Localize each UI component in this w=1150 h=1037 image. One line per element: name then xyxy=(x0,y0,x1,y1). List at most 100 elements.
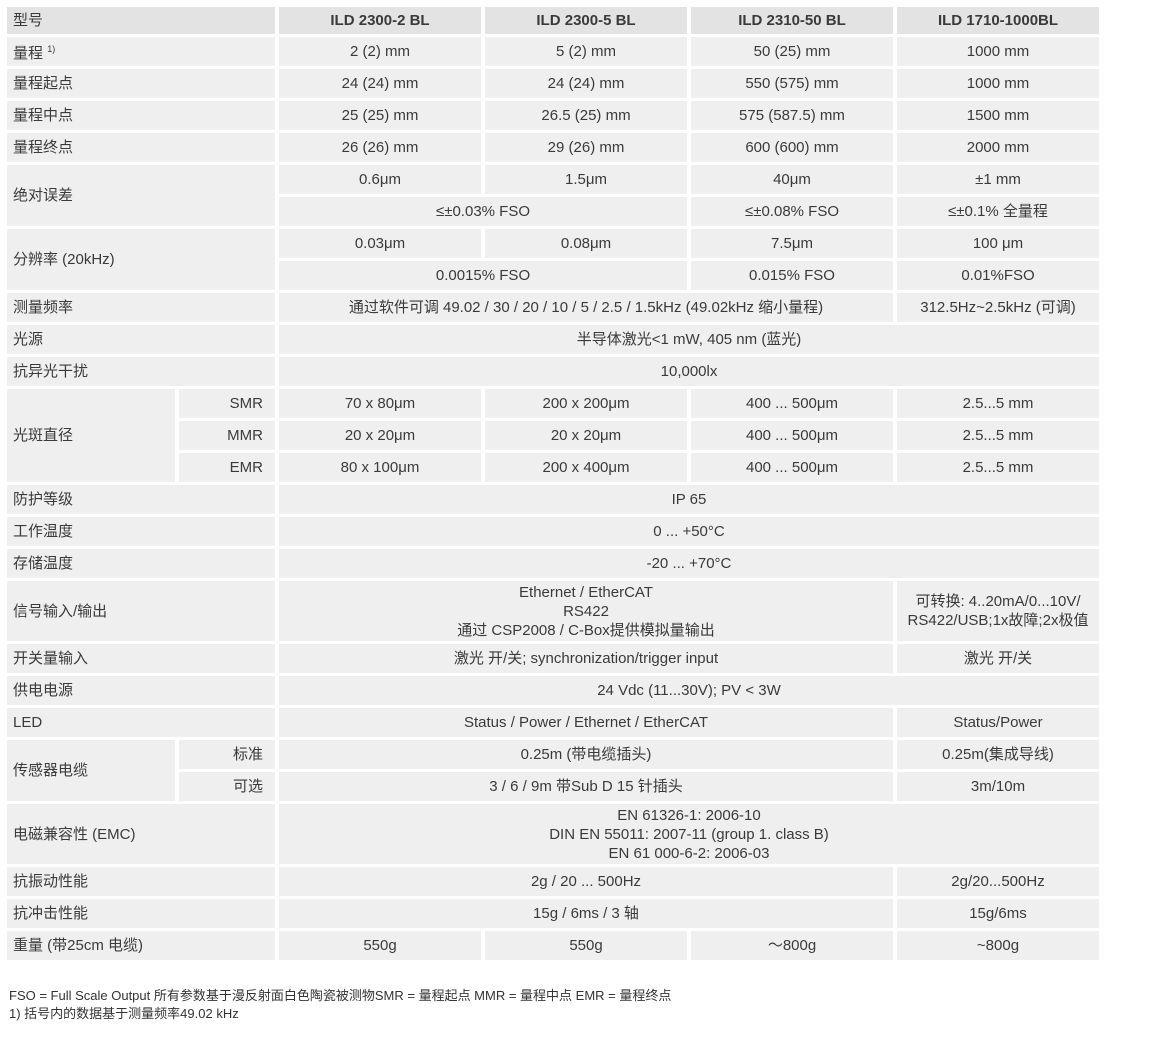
table-row: 测量频率 通过软件可调 49.02 / 30 / 20 / 10 / 5 / 2.… xyxy=(7,293,1099,322)
row-label-text: LED xyxy=(13,714,43,731)
table-cell: 0.01%FSO xyxy=(897,261,1099,290)
table-row: 供电电源 24 Vdc (11...30V); PV < 3W xyxy=(7,676,1099,705)
row-label-text: 量程中点 xyxy=(13,107,74,124)
table-cell: ≤±0.03% FSO xyxy=(279,197,687,226)
table-cell: Status / Power / Ethernet / EtherCAT xyxy=(279,708,893,737)
footnote-fso: FSO = Full Scale Output 所有参数基于漫反射面白色陶瓷被测… xyxy=(9,988,672,1003)
table-cell: ～800g xyxy=(691,931,893,960)
table-cell: 200 x 400μm xyxy=(485,453,687,482)
table-cell: 40μm xyxy=(691,165,893,194)
model-header: ILD 2310-50 BL xyxy=(691,7,893,34)
table-cell: IP 65 xyxy=(279,485,1099,514)
row-label: 光源 xyxy=(7,325,275,354)
table-row: MMR 20 x 20μm 20 x 20μm 400 ... 500μm 2.5...… xyxy=(7,421,1099,450)
row-label: 供电电源 xyxy=(7,676,275,705)
row-label: 测量频率 xyxy=(7,293,275,322)
table-cell: 550g xyxy=(279,931,481,960)
row-label: 分辨率 (20kHz) xyxy=(7,229,275,290)
table-cell: 2.5...5 mm xyxy=(897,421,1099,450)
row-label-text: 光斑直径 xyxy=(13,427,74,444)
table-cell: 3 / 6 / 9m 带Sub D 15 针插头 xyxy=(279,772,893,801)
table-cell: 400 ... 500μm xyxy=(691,421,893,450)
table-cell: 575 (587.5) mm xyxy=(691,101,893,130)
table-cell: 0.0015% FSO xyxy=(279,261,687,290)
table-cell: 0 ... +50°C xyxy=(279,517,1099,546)
row-label: 防护等级 xyxy=(7,485,275,514)
table-row: 抗冲击性能 15g / 6ms / 3 轴 15g/6ms xyxy=(7,899,1099,928)
table-cell: 25 (25) mm xyxy=(279,101,481,130)
row-label: 光斑直径 xyxy=(7,389,175,482)
table-cell: 半导体激光<1 mW, 405 nm (蓝光) xyxy=(279,325,1099,354)
table-cell: 0.015% FSO xyxy=(691,261,893,290)
table-cell: 3m/10m xyxy=(897,772,1099,801)
table-cell: 0.25m(集成导线) xyxy=(897,740,1099,769)
table-cell: 20 x 20μm xyxy=(485,421,687,450)
table-row: 分辨率 (20kHz) 0.03μm 0.08μm 7.5μm 100 μm xyxy=(7,229,1099,290)
row-label-text: 重量 (带25cm 电缆) xyxy=(13,937,144,954)
table-cell: 0.6μm xyxy=(279,165,481,194)
table-cell: 0.08μm xyxy=(485,229,687,258)
table-row: 可选 3 / 6 / 9m 带Sub D 15 针插头 3m/10m xyxy=(7,772,1099,801)
table-cell: 80 x 100μm xyxy=(279,453,481,482)
footnotes: FSO = Full Scale Output 所有参数基于漫反射面白色陶瓷被测… xyxy=(9,987,671,1023)
table-cell: 400 ... 500μm xyxy=(691,453,893,482)
row-label: LED xyxy=(7,708,275,737)
header-label: 型号 xyxy=(7,7,275,34)
row-label: 绝对误差 xyxy=(7,165,275,226)
table-row: 量程中点 25 (25) mm 26.5 (25) mm 575 (587.5) mm… xyxy=(7,101,1099,130)
row-label-text: 量程 xyxy=(13,45,44,62)
row-label-text: 抗振动性能 xyxy=(13,873,89,890)
table-cell: 1000 mm xyxy=(897,37,1099,66)
row-label-text: 防护等级 xyxy=(13,491,74,508)
table-cell: 2.5...5 mm xyxy=(897,453,1099,482)
footnote-1: 1) 括号内的数据基于测量频率49.02 kHz xyxy=(9,1006,239,1021)
row-label: 量程起点 xyxy=(7,69,275,98)
row-label: 量程终点 xyxy=(7,133,275,162)
table-row: EMR 80 x 100μm 200 x 400μm 400 ... 500μm 2.5… xyxy=(7,453,1099,482)
table-cell: 15g / 6ms / 3 轴 xyxy=(279,899,893,928)
row-label-text: 量程终点 xyxy=(13,139,74,156)
table-cell: EN 61326-1: 2006-10 DIN EN 55011: 2007-1… xyxy=(279,804,1099,864)
table-cell: 600 (600) mm xyxy=(691,133,893,162)
table-cell: ±1 mm xyxy=(897,165,1099,194)
table-cell: 激光 开/关; synchronization/trigger input xyxy=(279,644,893,673)
table-cell: 激光 开/关 xyxy=(897,644,1099,673)
row-label: 量程 1) xyxy=(7,37,275,66)
row-sublabel: SMR xyxy=(179,389,275,418)
table-row: 重量 (带25cm 电缆) 550g 550g ～800g ~800g xyxy=(7,931,1099,960)
table-cell: ~800g xyxy=(897,931,1099,960)
model-header: ILD 1710-1000BL xyxy=(897,7,1099,34)
table-cell: 1000 mm xyxy=(897,69,1099,98)
table-cell: 通过软件可调 49.02 / 30 / 20 / 10 / 5 / 2.5 / … xyxy=(279,293,893,322)
row-sublabel: 可选 xyxy=(179,772,275,801)
header-row: 型号 ILD 2300-2 BL ILD 2300-5 BL ILD 2310-50 … xyxy=(7,7,1099,34)
table-cell: 200 x 200μm xyxy=(485,389,687,418)
row-label: 电磁兼容性 (EMC) xyxy=(7,804,275,864)
row-label: 重量 (带25cm 电缆) xyxy=(7,931,275,960)
table-row: ≤±0.03% FSO ≤±0.08% FSO ≤±0.1% 全量程 xyxy=(7,197,1099,226)
table-row: 信号输入/输出 Ethernet / EtherCAT RS422 通过 CSP2… xyxy=(7,581,1099,641)
table-cell: 26.5 (25) mm xyxy=(485,101,687,130)
row-label: 开关量输入 xyxy=(7,644,275,673)
table-row: 量程 1) 2 (2) mm 5 (2) mm 50 (25) mm 1000 mm xyxy=(7,37,1099,66)
row-label: 抗异光干扰 xyxy=(7,357,275,386)
table-cell: 2g / 20 ... 500Hz xyxy=(279,867,893,896)
table-cell: -20 ... +70°C xyxy=(279,549,1099,578)
table-row: 开关量输入 激光 开/关; synchronization/trigger inp… xyxy=(7,644,1099,673)
table-row: 量程起点 24 (24) mm 24 (24) mm 550 (575) mm 1000… xyxy=(7,69,1099,98)
table-cell: 24 (24) mm xyxy=(279,69,481,98)
table-cell: 550g xyxy=(485,931,687,960)
table-cell: 1500 mm xyxy=(897,101,1099,130)
footnote-marker: 1) xyxy=(47,44,56,54)
row-label-text: 测量频率 xyxy=(13,299,74,316)
row-label: 抗冲击性能 xyxy=(7,899,275,928)
table-row: 防护等级 IP 65 xyxy=(7,485,1099,514)
table-row: 光斑直径 SMR 70 x 80μm 200 x 200μm 400 ... 500μm… xyxy=(7,389,1099,482)
row-label-text: 光源 xyxy=(13,331,44,348)
table-cell: 550 (575) mm xyxy=(691,69,893,98)
table-cell: 50 (25) mm xyxy=(691,37,893,66)
table-row: 抗振动性能 2g / 20 ... 500Hz 2g/20...500Hz xyxy=(7,867,1099,896)
table-cell: 2000 mm xyxy=(897,133,1099,162)
row-label-text: 量程起点 xyxy=(13,75,74,92)
table-row: 工作温度 0 ... +50°C xyxy=(7,517,1099,546)
